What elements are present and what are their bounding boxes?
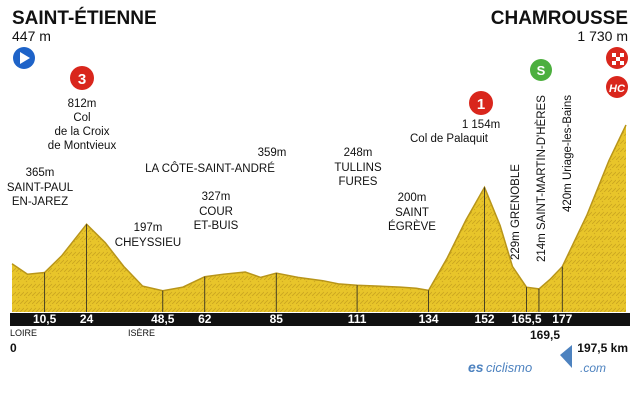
climb1-name-1: Col xyxy=(73,112,90,124)
waypoint-markers xyxy=(44,187,563,312)
finish-altitude: 1 730 m xyxy=(577,28,628,44)
total-distance: 197,5 km xyxy=(577,341,628,355)
sprint-town-label: 214m SAINT-MARTIN-D'HÈRES xyxy=(535,95,548,262)
elevation-area xyxy=(11,124,627,312)
wp1-name-2: EN-JAREZ xyxy=(12,196,68,208)
finish-flag-icon xyxy=(606,47,628,69)
km-tick-label: 111 xyxy=(348,312,367,326)
start-altitude: 447 m xyxy=(12,28,51,44)
start-town-name: SAINT-ÉTIENNE xyxy=(12,7,157,29)
wp5-altitude: 359m xyxy=(258,147,287,159)
wp4-name-1: COUR xyxy=(199,206,233,218)
km-tick-label: 48,5 xyxy=(151,312,175,326)
climb1-name-3: de Montvieux xyxy=(48,140,117,152)
elevation-fill xyxy=(12,125,626,312)
uriage-label: 420m Uriage-les-Bains xyxy=(562,95,574,212)
wp6-altitude: 248m xyxy=(344,147,373,159)
climb-hc-badge: HC xyxy=(606,76,628,98)
climb2-name: Col de Palaquit xyxy=(410,133,489,145)
wp3-altitude: 197m xyxy=(134,222,163,234)
wp1-altitude: 365m xyxy=(26,167,55,179)
wp4-name-2: ET-BUIS xyxy=(194,220,239,232)
svg-text:3: 3 xyxy=(78,71,86,88)
km-axis-bar xyxy=(10,313,630,326)
wp1-name-1: SAINT-PAUL xyxy=(7,182,74,194)
climb1-altitude: 812m xyxy=(68,98,97,110)
km-tick-label: 85 xyxy=(270,312,284,326)
svg-text:ciclismo: ciclismo xyxy=(486,360,532,375)
km-tick-label: 177 xyxy=(552,312,572,326)
climb2-altitude: 1 154m xyxy=(462,119,500,131)
km-tick-label: 10,5 xyxy=(33,312,57,326)
wp5-name: LA CÔTE-SAINT-ANDRÉ xyxy=(145,162,275,175)
elevation-line xyxy=(11,124,627,292)
km-tick-label: 134 xyxy=(419,312,439,326)
climb-cat1-badge: 1 xyxy=(469,91,493,115)
km-label-169-5: 169,5 xyxy=(530,328,560,342)
region-isere: ISÈRE xyxy=(128,328,155,338)
wp6-name-1: TULLINS xyxy=(334,162,382,174)
wp3-name: CHEYSSIEU xyxy=(115,237,181,249)
km-tick-label: 165,5 xyxy=(512,312,542,326)
finish-town-name: CHAMROUSSE xyxy=(491,8,628,29)
km-tick-label: 62 xyxy=(198,312,212,326)
wp7-name-2: ÉGRÈVE xyxy=(388,220,436,233)
climb-cat3-badge: 3 xyxy=(70,66,94,90)
km-start-label: 0 xyxy=(10,341,17,355)
km-tick-label: 152 xyxy=(475,312,495,326)
wp7-name-1: SAINT xyxy=(395,207,429,219)
svg-text:es: es xyxy=(468,359,484,375)
climb1-name-2: de la Croix xyxy=(55,126,110,138)
wp7-altitude: 200m xyxy=(398,192,427,204)
km-tick-labels: 10,5 24 48,5 62 85 111 134 152 165,5 177 xyxy=(33,312,573,326)
svg-text:.com: .com xyxy=(580,361,606,375)
svg-text:1: 1 xyxy=(477,96,485,113)
watermark-logo: es ciclismo .com xyxy=(468,345,606,375)
svg-text:HC: HC xyxy=(609,83,626,95)
wp6-name-2: FURES xyxy=(339,176,378,188)
wp4-altitude: 327m xyxy=(202,191,231,203)
km-tick-label: 24 xyxy=(80,312,94,326)
grenoble-label: 229m GRENOBLE xyxy=(510,164,522,260)
sprint-badge: S xyxy=(530,59,552,81)
svg-text:S: S xyxy=(537,63,546,78)
start-play-icon xyxy=(13,47,35,69)
region-loire: LOIRE xyxy=(10,328,37,338)
